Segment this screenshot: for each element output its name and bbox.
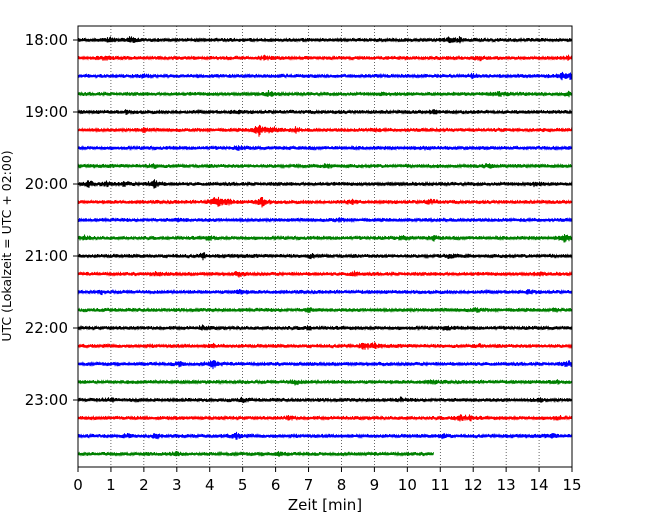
seismogram-trace (77, 378, 573, 386)
x-tick-label: 8 (337, 476, 347, 494)
x-tick-label: 10 (398, 476, 417, 494)
seismogram-trace (77, 306, 573, 314)
y-tick-label: 20:00 (25, 175, 68, 193)
x-axis: 0 1 2 3 4 5 6 7 8 9 10 11 12 13 14 15 (73, 467, 582, 494)
seismogram-trace (77, 144, 573, 152)
y-tick-label: 22:00 (25, 319, 68, 337)
seismogram-trace (77, 36, 573, 44)
seismogram-trace (77, 324, 573, 332)
x-tick-label: 6 (271, 476, 281, 494)
x-tick-label: 13 (497, 476, 516, 494)
x-tick-label: 3 (172, 476, 182, 494)
y-tick-label: 18:00 (25, 31, 68, 49)
seismogram-trace (77, 179, 573, 189)
x-tick-label: 1 (106, 476, 116, 494)
seismogram-trace (77, 162, 573, 170)
seismogram-trace (77, 360, 573, 370)
x-tick-label: 11 (431, 476, 450, 494)
y-axis-label: UTC (Lokalzeit = UTC + 02:00) (0, 150, 14, 341)
seismogram-trace (77, 252, 573, 261)
y-tick-label: 19:00 (25, 103, 68, 121)
x-tick-label: 12 (464, 476, 483, 494)
x-tick-label: 4 (205, 476, 215, 494)
x-tick-label: 14 (530, 476, 549, 494)
seismogram-trace (77, 270, 573, 278)
y-tick-label: 23:00 (25, 391, 68, 409)
seismogram-trace (77, 124, 573, 137)
x-tick-label: 2 (139, 476, 149, 494)
seismogram-trace (77, 216, 573, 224)
seismogram-trace (77, 431, 573, 440)
seismogram-trace (77, 396, 573, 404)
trace-group (77, 36, 573, 458)
seismogram-trace (77, 196, 573, 208)
seismogram-trace (77, 288, 573, 296)
x-tick-label: 7 (304, 476, 314, 494)
seismogram-trace (77, 342, 573, 350)
seismogram-trace (77, 71, 573, 81)
x-tick-label: 15 (562, 476, 581, 494)
plot-frame (77, 25, 573, 468)
x-tick-label: 0 (73, 476, 83, 494)
y-axis: 18:00 19:00 20:00 21:00 22:00 23:00 (25, 31, 78, 409)
x-tick-label: 5 (238, 476, 248, 494)
seismogram-trace (77, 450, 434, 458)
x-axis-label: Zeit [min] (288, 496, 362, 514)
seismogram-trace (77, 234, 573, 243)
seismogram-trace (77, 89, 573, 98)
seismogram-trace (77, 108, 573, 116)
x-tick-label: 9 (370, 476, 380, 494)
seismogram-trace (77, 414, 573, 422)
seismogram-trace (77, 54, 573, 62)
y-tick-label: 21:00 (25, 247, 68, 265)
